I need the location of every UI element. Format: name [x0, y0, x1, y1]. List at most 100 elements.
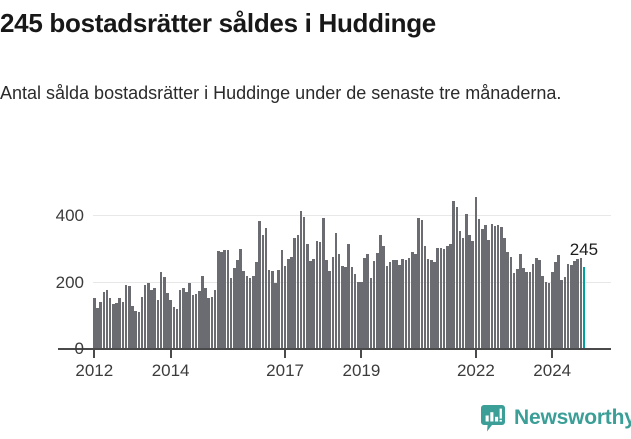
bar [452, 201, 455, 348]
bar [493, 225, 497, 348]
bar [417, 217, 420, 348]
bar [299, 210, 303, 348]
bar [579, 257, 583, 348]
bar [306, 244, 309, 348]
bar [290, 257, 293, 348]
bar [471, 241, 474, 348]
bar [124, 284, 128, 348]
bar [283, 266, 287, 348]
bar [465, 213, 468, 348]
bar [487, 239, 490, 348]
bar [286, 259, 290, 348]
bar [528, 271, 532, 348]
bar [407, 257, 411, 348]
bar-highlighted [582, 266, 586, 348]
bar [519, 253, 522, 348]
bar [573, 261, 576, 348]
bar [194, 293, 198, 348]
bar [226, 250, 230, 348]
bar [245, 275, 249, 348]
bar [436, 248, 440, 348]
chart-plot-area: 0 200 400 2012 2014 2017 2019 2022 2024 245 [0, 180, 631, 380]
bar [423, 246, 427, 348]
bar [293, 237, 296, 348]
chart-subtitle: Antal sålda bostadsrätter i Huddinge und… [0, 83, 562, 103]
bar [474, 196, 478, 348]
bar [159, 271, 163, 348]
y-axis-tick-label: 200 [55, 272, 84, 292]
x-axis-tick-mark [474, 350, 477, 358]
bar [477, 218, 481, 348]
bar-chart-speech-bubble-icon [481, 404, 505, 432]
bar [296, 234, 300, 348]
bar-series [0, 180, 631, 348]
bar [484, 225, 487, 348]
bar [321, 217, 325, 348]
bar [175, 308, 179, 348]
bar [420, 220, 424, 348]
bar [554, 262, 557, 348]
bar [248, 277, 252, 348]
bar [169, 299, 172, 348]
bar [395, 260, 398, 348]
bar [455, 207, 459, 348]
bar [140, 296, 144, 348]
newsworthy-logo[interactable]: Newsworthy [481, 404, 631, 432]
bar [570, 265, 573, 348]
x-axis-tick-label: 2024 [533, 361, 572, 380]
bar [242, 271, 246, 348]
x-axis-tick-label: 2014 [151, 361, 190, 380]
bar [496, 224, 500, 348]
bar [325, 260, 328, 348]
bar [147, 282, 150, 348]
bar [277, 269, 281, 348]
bar [500, 226, 503, 348]
bar [461, 238, 465, 348]
bar [191, 294, 195, 348]
gridline [93, 215, 611, 217]
bar [512, 273, 516, 348]
bar [213, 289, 217, 348]
bar [166, 292, 169, 348]
bar [401, 259, 405, 348]
bar [309, 261, 312, 348]
y-axis-tick-label: 0 [74, 339, 84, 358]
bar [379, 235, 382, 348]
x-axis-tick-mark [169, 350, 172, 358]
bar [207, 298, 211, 348]
bar [328, 270, 331, 348]
bar [350, 266, 354, 348]
bar [112, 304, 115, 348]
bar [547, 282, 551, 348]
bar [334, 232, 338, 348]
bar [353, 274, 357, 348]
bar [503, 238, 506, 348]
bar [143, 284, 147, 348]
bar [134, 310, 137, 348]
bar [356, 281, 360, 348]
bar [544, 281, 548, 348]
bar [264, 227, 268, 348]
bar [220, 252, 223, 348]
bar [223, 249, 226, 348]
bar [426, 259, 430, 348]
bar [411, 251, 414, 348]
bar [576, 259, 579, 348]
bar [433, 261, 436, 348]
bar [382, 246, 385, 348]
bar [557, 255, 560, 348]
bar [150, 289, 153, 348]
bar [105, 289, 109, 348]
bar [185, 291, 188, 348]
x-axis-tick-label: 2019 [342, 361, 381, 380]
bar [376, 253, 379, 348]
bar [344, 267, 347, 348]
bar [525, 272, 529, 348]
bar [515, 269, 519, 348]
bar [563, 276, 567, 348]
bar [131, 305, 134, 348]
bar [439, 247, 443, 348]
bar [258, 221, 261, 348]
bar [337, 254, 341, 348]
